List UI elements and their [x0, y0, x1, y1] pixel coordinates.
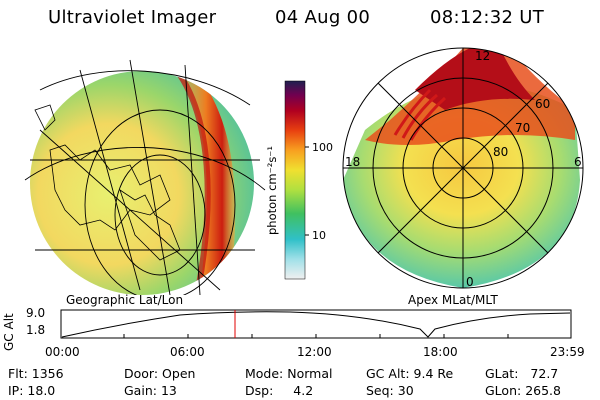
colorbar-tick-10: 10 [312, 229, 326, 242]
mlt-label-6: 6 [574, 155, 582, 169]
lat-label-70: 70 [515, 121, 530, 135]
stat-ip-value: 18.0 [27, 383, 56, 398]
instrument-title: Ultraviolet Imager [48, 7, 217, 28]
stat-seq-value: 30 [397, 383, 414, 398]
stat-gcalt: GC Alt: 9.4 Re [366, 366, 453, 381]
stat-door-value: Open [162, 366, 196, 381]
stat-gain-value: 13 [160, 383, 177, 398]
mlt-label-12: 12 [475, 49, 490, 63]
stat-dsp-value: 4.2 [293, 383, 314, 398]
geographic-image [24, 59, 266, 295]
altitude-ytick-high: 9.0 [26, 306, 46, 320]
stat-flt-value: 1356 [31, 366, 64, 381]
altitude-ylabel: GC Alt [2, 313, 16, 351]
stat-glat-label: GLat: [485, 366, 519, 381]
xtick-2359: 23:59 [550, 345, 585, 359]
xtick-1800: 18:00 [423, 345, 458, 359]
stat-glat: GLat: 72.7 [485, 366, 558, 381]
stat-mode-label: Mode: [245, 366, 284, 381]
stat-dsp: Dsp: 4.2 [245, 383, 313, 398]
altitude-ytick-low: 1.8 [26, 323, 46, 337]
mlt-label-0: 0 [466, 275, 474, 289]
date-label: 04 Aug 00 [275, 7, 371, 28]
xtick-1200: 12:00 [297, 345, 332, 359]
stat-gain: Gain: 13 [124, 383, 177, 398]
stat-gcalt-value: 9.4 Re [413, 366, 454, 381]
stat-flt: Flt: 1356 [8, 366, 64, 381]
stat-glon-value: 265.8 [525, 383, 561, 398]
stat-seq-label: Seq: [366, 383, 394, 398]
colorbar-tick-100: 100 [312, 141, 333, 154]
stat-glon-label: GLon: [485, 383, 522, 398]
stat-glon: GLon: 265.8 [485, 383, 561, 398]
stat-ip-label: IP: [8, 383, 24, 398]
colorbar-unit-label: photon cm⁻²s⁻¹ [265, 146, 279, 235]
xtick-0600: 06:00 [170, 345, 205, 359]
stat-mode: Mode: Normal [245, 366, 333, 381]
stat-gcalt-label: GC Alt: [366, 366, 410, 381]
time-label: 08:12:32 UT [430, 7, 545, 28]
lat-label-60: 60 [535, 97, 550, 111]
stat-glat-value: 72.7 [530, 366, 559, 381]
right-panel-label: Apex MLat/MLT [408, 293, 498, 307]
colorbar-gradient [284, 80, 306, 280]
altitude-plot [60, 309, 572, 339]
stat-door-label: Door: [124, 366, 159, 381]
lat-label-80: 80 [493, 145, 508, 159]
mlt-label-18: 18 [345, 155, 360, 169]
xtick-0000: 00:00 [45, 345, 80, 359]
colorbar: 100 10 photon cm⁻²s⁻¹ [265, 80, 333, 280]
altitude-curve [61, 311, 571, 338]
stat-mode-value: Normal [287, 366, 333, 381]
stat-seq: Seq: 30 [366, 383, 414, 398]
stat-dsp-label: Dsp: [245, 383, 274, 398]
stat-ip: IP: 18.0 [8, 383, 55, 398]
stat-flt-label: Flt: [8, 366, 28, 381]
stat-door: Door: Open [124, 366, 195, 381]
left-panel-label: Geographic Lat/Lon [66, 293, 184, 307]
polar-image: 12 18 6 0 60 70 80 [342, 47, 584, 289]
stat-gain-label: Gain: [124, 383, 157, 398]
